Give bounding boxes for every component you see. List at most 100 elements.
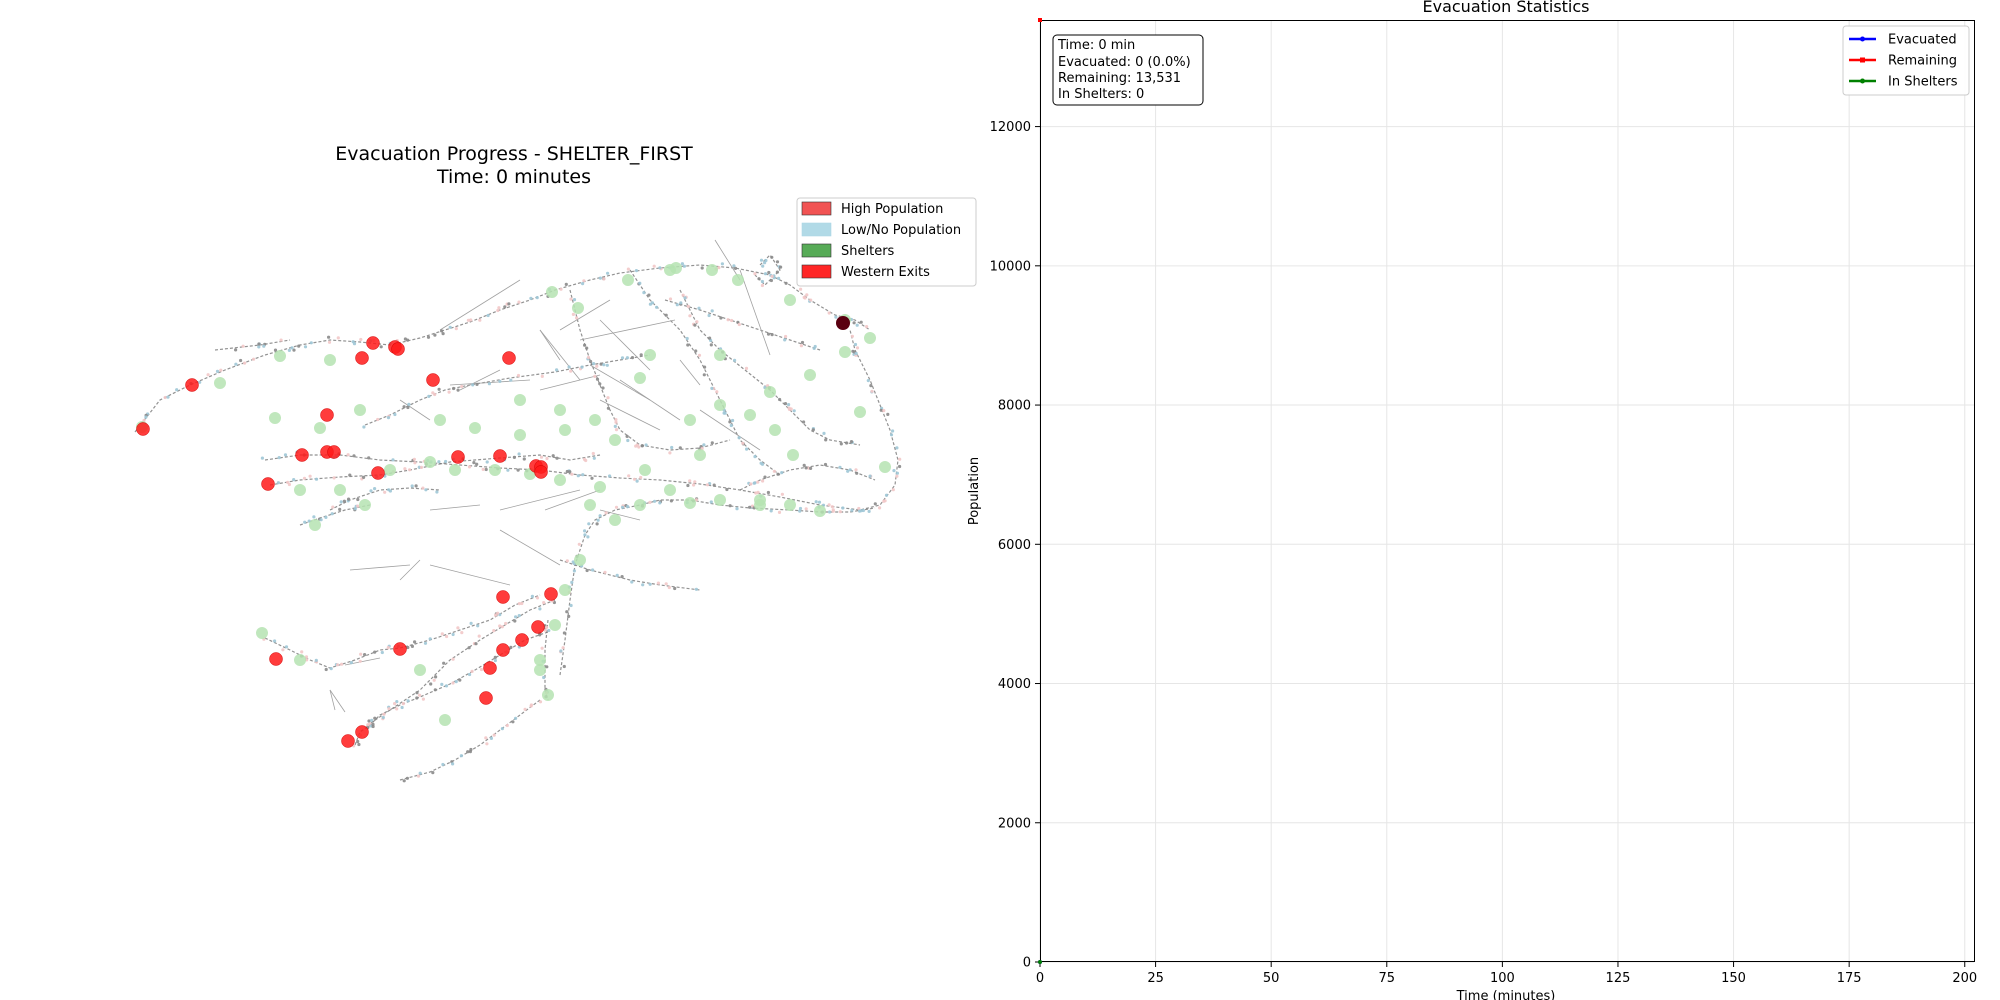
exit-marker (355, 351, 369, 365)
road-node (735, 507, 739, 511)
road-node (454, 327, 458, 331)
exit-marker (261, 477, 275, 491)
road-node (234, 348, 238, 352)
road-node (686, 483, 690, 488)
road-node (620, 356, 625, 360)
road-node (752, 481, 756, 485)
shelter-marker (684, 497, 696, 509)
road-node (745, 447, 749, 451)
road-node (638, 281, 642, 285)
road-node (287, 482, 291, 487)
road-node (731, 418, 735, 423)
shelter-marker (294, 484, 306, 496)
road-node (478, 318, 482, 322)
road-node (373, 487, 377, 491)
road-node (737, 322, 741, 327)
road-node (356, 497, 360, 502)
road-node (308, 474, 312, 478)
road-node (348, 473, 352, 477)
road-node (402, 405, 406, 409)
road-node (596, 518, 600, 522)
road-node (850, 508, 854, 512)
x-tick-label: 50 (1263, 971, 1280, 986)
road-node (656, 581, 661, 585)
road-node (292, 478, 296, 482)
shelter-marker (609, 514, 621, 526)
shelter-marker (769, 424, 781, 436)
road-node (873, 502, 877, 506)
exit-marker (531, 620, 545, 634)
road-node (775, 260, 780, 264)
road-link (539, 329, 581, 381)
road-node (477, 634, 481, 638)
map-legend: High Population Low/No Population Shelters… (796, 197, 977, 287)
x-axis-label: Time (minutes) (1456, 989, 1556, 1000)
road-node (729, 423, 733, 428)
road-node (498, 624, 502, 628)
road-node (336, 336, 340, 340)
road-node (852, 321, 856, 325)
legend-label: In Shelters (1888, 75, 1958, 90)
road-node (460, 384, 464, 389)
road-link (329, 689, 346, 713)
road-node (640, 444, 644, 448)
road-node (775, 270, 780, 274)
road-node (763, 261, 767, 265)
road-node (373, 716, 377, 720)
road-node (362, 475, 366, 479)
road-node (772, 469, 777, 473)
road-node (603, 570, 607, 574)
road-node (598, 514, 602, 518)
road-node (614, 428, 619, 432)
road-node (849, 440, 854, 444)
road-node (424, 488, 428, 492)
road-node (572, 569, 577, 573)
shelter-marker (589, 414, 601, 426)
road-node (362, 425, 366, 429)
x-tick-label: 75 (1379, 971, 1396, 986)
road-node (680, 262, 685, 266)
road-node (418, 771, 422, 775)
map-legend-box (796, 197, 977, 287)
road-node (882, 409, 886, 413)
exit-markers (136, 316, 850, 748)
shelter-marker (354, 404, 366, 416)
road-node (567, 365, 571, 369)
exit-marker (366, 336, 380, 350)
road-node (644, 443, 648, 447)
road-node (853, 342, 858, 347)
road-node (340, 662, 344, 666)
road-node (567, 614, 571, 619)
road-segment (559, 559, 701, 591)
road-link (499, 529, 561, 566)
road-node (540, 374, 544, 378)
road-node (827, 311, 831, 315)
road-node (403, 337, 407, 341)
road-node (800, 340, 805, 345)
road-link (499, 489, 581, 511)
road-node (433, 688, 437, 692)
road-node (569, 297, 573, 301)
road-node (444, 459, 448, 464)
shelter-marker (534, 654, 546, 666)
road-node (545, 456, 549, 461)
road-segment (214, 339, 291, 351)
road-node (608, 474, 612, 478)
road-node (485, 742, 489, 746)
road-link (459, 369, 501, 391)
shelter-marker (549, 619, 561, 631)
road-node (583, 529, 587, 533)
shelter-marker (469, 422, 481, 434)
road-segment (629, 269, 781, 476)
road-node (522, 457, 526, 461)
road-node (262, 344, 266, 348)
road-node (703, 365, 707, 369)
legend-label: Remaining (1888, 54, 1957, 69)
road-node (726, 318, 730, 322)
road-node (898, 457, 902, 461)
road-node (391, 458, 395, 462)
road-node (529, 296, 533, 300)
road-node (614, 420, 618, 424)
exit-marker (496, 590, 510, 604)
road-node (421, 486, 425, 490)
